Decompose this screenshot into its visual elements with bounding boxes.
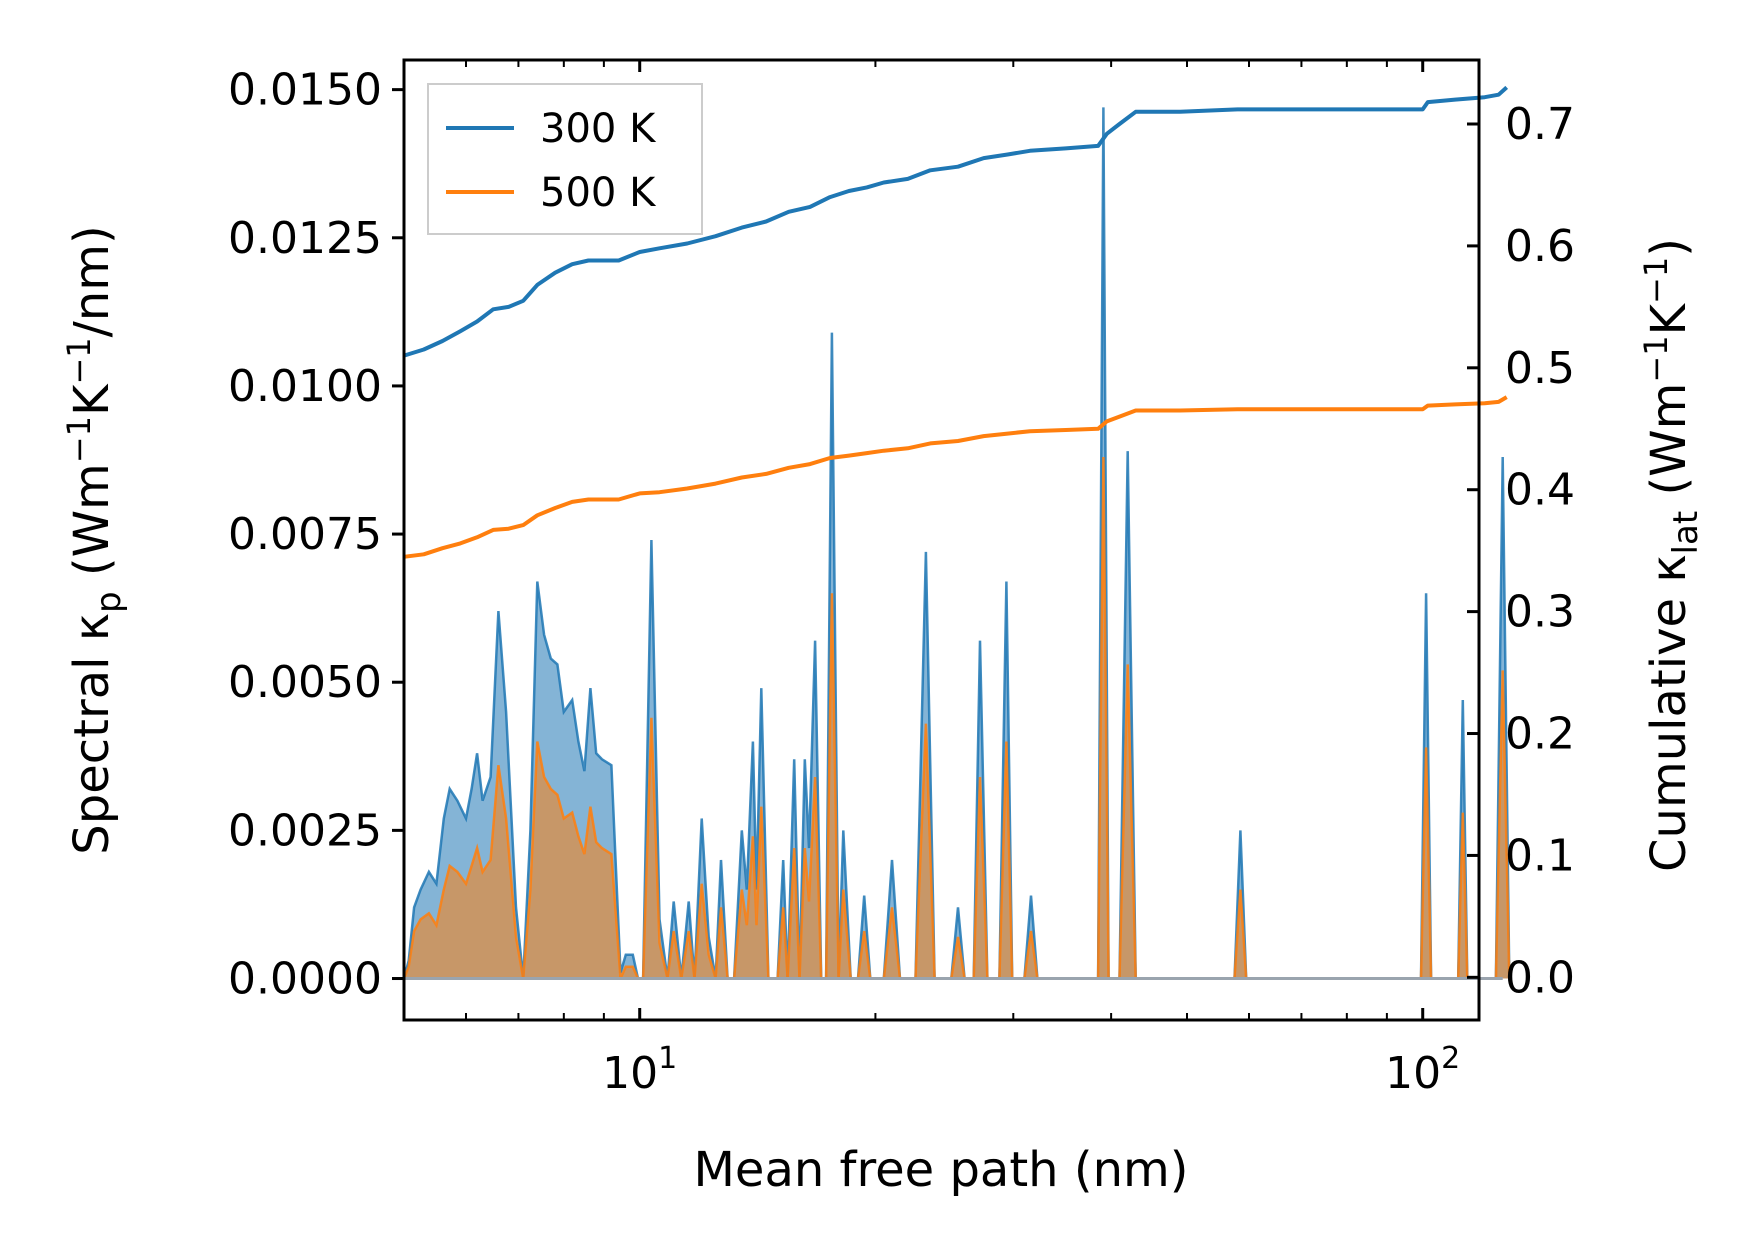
left-axis-label: Spectral κp (Wm−1K−1/nm) bbox=[60, 225, 129, 854]
right-tick-label: 0.7 bbox=[1505, 99, 1575, 150]
tick-labels: 0.00000.00250.00500.00750.01000.01250.01… bbox=[228, 65, 1575, 1099]
left-tick-label: 0.0150 bbox=[228, 65, 382, 116]
right-tick-label: 0.1 bbox=[1505, 830, 1575, 881]
right-tick-label: 0.2 bbox=[1505, 709, 1575, 760]
right-tick-label: 0.6 bbox=[1505, 221, 1575, 272]
left-tick-label: 0.0125 bbox=[228, 213, 382, 264]
left-tick-label: 0.0075 bbox=[228, 509, 382, 560]
legend-label-500k: 500 K bbox=[540, 170, 657, 216]
right-tick-label: 0.0 bbox=[1505, 952, 1575, 1003]
x-tick-label: 101 bbox=[602, 1041, 677, 1099]
tick-marks bbox=[392, 60, 1479, 1020]
left-tick-label: 0.0025 bbox=[228, 805, 382, 856]
left-tick-label: 0.0000 bbox=[228, 954, 382, 1005]
plot-frame bbox=[402, 58, 1481, 1022]
cumulative-line-300k bbox=[403, 85, 1509, 358]
legend-box bbox=[427, 83, 703, 235]
x-axis-label: Mean free path (nm) bbox=[694, 1142, 1189, 1198]
cumulative-line-500k bbox=[403, 395, 1508, 559]
legend-label-300k: 300 K bbox=[540, 106, 657, 152]
spectral-fills bbox=[402, 107, 1511, 981]
left-tick-label: 0.0050 bbox=[228, 657, 382, 708]
left-tick-label: 0.0100 bbox=[228, 361, 382, 412]
right-axis-label: Cumulative κlat (Wm−1K−1) bbox=[1637, 238, 1706, 872]
cumulative-lines bbox=[403, 85, 1509, 559]
right-tick-label: 0.3 bbox=[1505, 587, 1575, 638]
legend: 300 K 500 K bbox=[427, 83, 703, 235]
x-tick-label: 102 bbox=[1385, 1041, 1460, 1099]
right-tick-label: 0.5 bbox=[1505, 343, 1575, 394]
right-tick-label: 0.4 bbox=[1505, 465, 1575, 516]
